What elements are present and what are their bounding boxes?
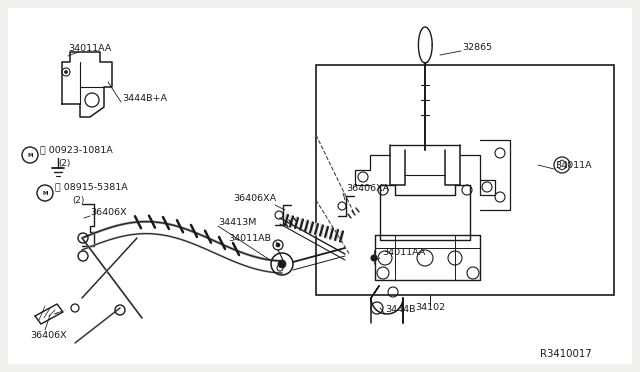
- Text: 36406X: 36406X: [30, 330, 67, 340]
- Text: Ⓜ 00923-1081A: Ⓜ 00923-1081A: [40, 145, 113, 154]
- Text: 36406XA: 36406XA: [346, 183, 389, 192]
- Text: 34413M: 34413M: [218, 218, 257, 227]
- Circle shape: [276, 243, 280, 247]
- Circle shape: [278, 260, 286, 268]
- Text: M: M: [42, 190, 48, 196]
- Circle shape: [371, 255, 377, 261]
- Text: (2): (2): [72, 196, 84, 205]
- Text: (2): (2): [58, 158, 70, 167]
- Text: 3444B+A: 3444B+A: [122, 93, 167, 103]
- Circle shape: [65, 71, 67, 74]
- Text: R3410017: R3410017: [540, 349, 592, 359]
- Text: 34011AA: 34011AA: [382, 247, 426, 257]
- Text: 32865: 32865: [462, 42, 492, 51]
- Text: 34011A: 34011A: [555, 160, 591, 170]
- Text: M: M: [28, 153, 33, 157]
- Bar: [316, 65, 614, 295]
- Text: 3444B: 3444B: [385, 305, 415, 314]
- Text: Ⓜ 08915-5381A: Ⓜ 08915-5381A: [55, 183, 128, 192]
- Text: 34011AB: 34011AB: [228, 234, 271, 243]
- Text: 36406XA: 36406XA: [233, 193, 276, 202]
- Text: 36406X: 36406X: [90, 208, 127, 217]
- Text: 34102: 34102: [415, 304, 445, 312]
- Text: 34011AA: 34011AA: [68, 44, 111, 52]
